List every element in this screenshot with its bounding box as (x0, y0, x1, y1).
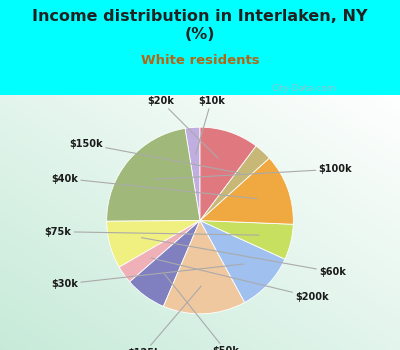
Wedge shape (164, 220, 245, 314)
Text: $40k: $40k (51, 174, 257, 199)
Text: $10k: $10k (196, 96, 225, 155)
Text: $60k: $60k (142, 238, 346, 277)
Wedge shape (200, 158, 293, 224)
Text: $200k: $200k (151, 258, 329, 302)
Text: $75k: $75k (45, 227, 259, 237)
Wedge shape (200, 146, 269, 220)
Text: Income distribution in Interlaken, NY
(%): Income distribution in Interlaken, NY (%… (32, 9, 368, 42)
Wedge shape (185, 127, 200, 220)
Text: White residents: White residents (141, 54, 259, 67)
Text: $30k: $30k (51, 264, 244, 289)
Wedge shape (119, 220, 200, 282)
Wedge shape (200, 220, 293, 259)
Wedge shape (107, 220, 200, 267)
Text: $50k: $50k (164, 274, 240, 350)
Wedge shape (107, 128, 200, 221)
Text: $100k: $100k (154, 164, 352, 180)
Text: $150k: $150k (69, 139, 240, 173)
Wedge shape (200, 127, 256, 220)
Text: City-Data.com: City-Data.com (272, 84, 337, 93)
Text: $125k: $125k (127, 286, 201, 350)
Text: $20k: $20k (147, 96, 218, 158)
Wedge shape (200, 220, 285, 302)
Wedge shape (130, 220, 200, 306)
